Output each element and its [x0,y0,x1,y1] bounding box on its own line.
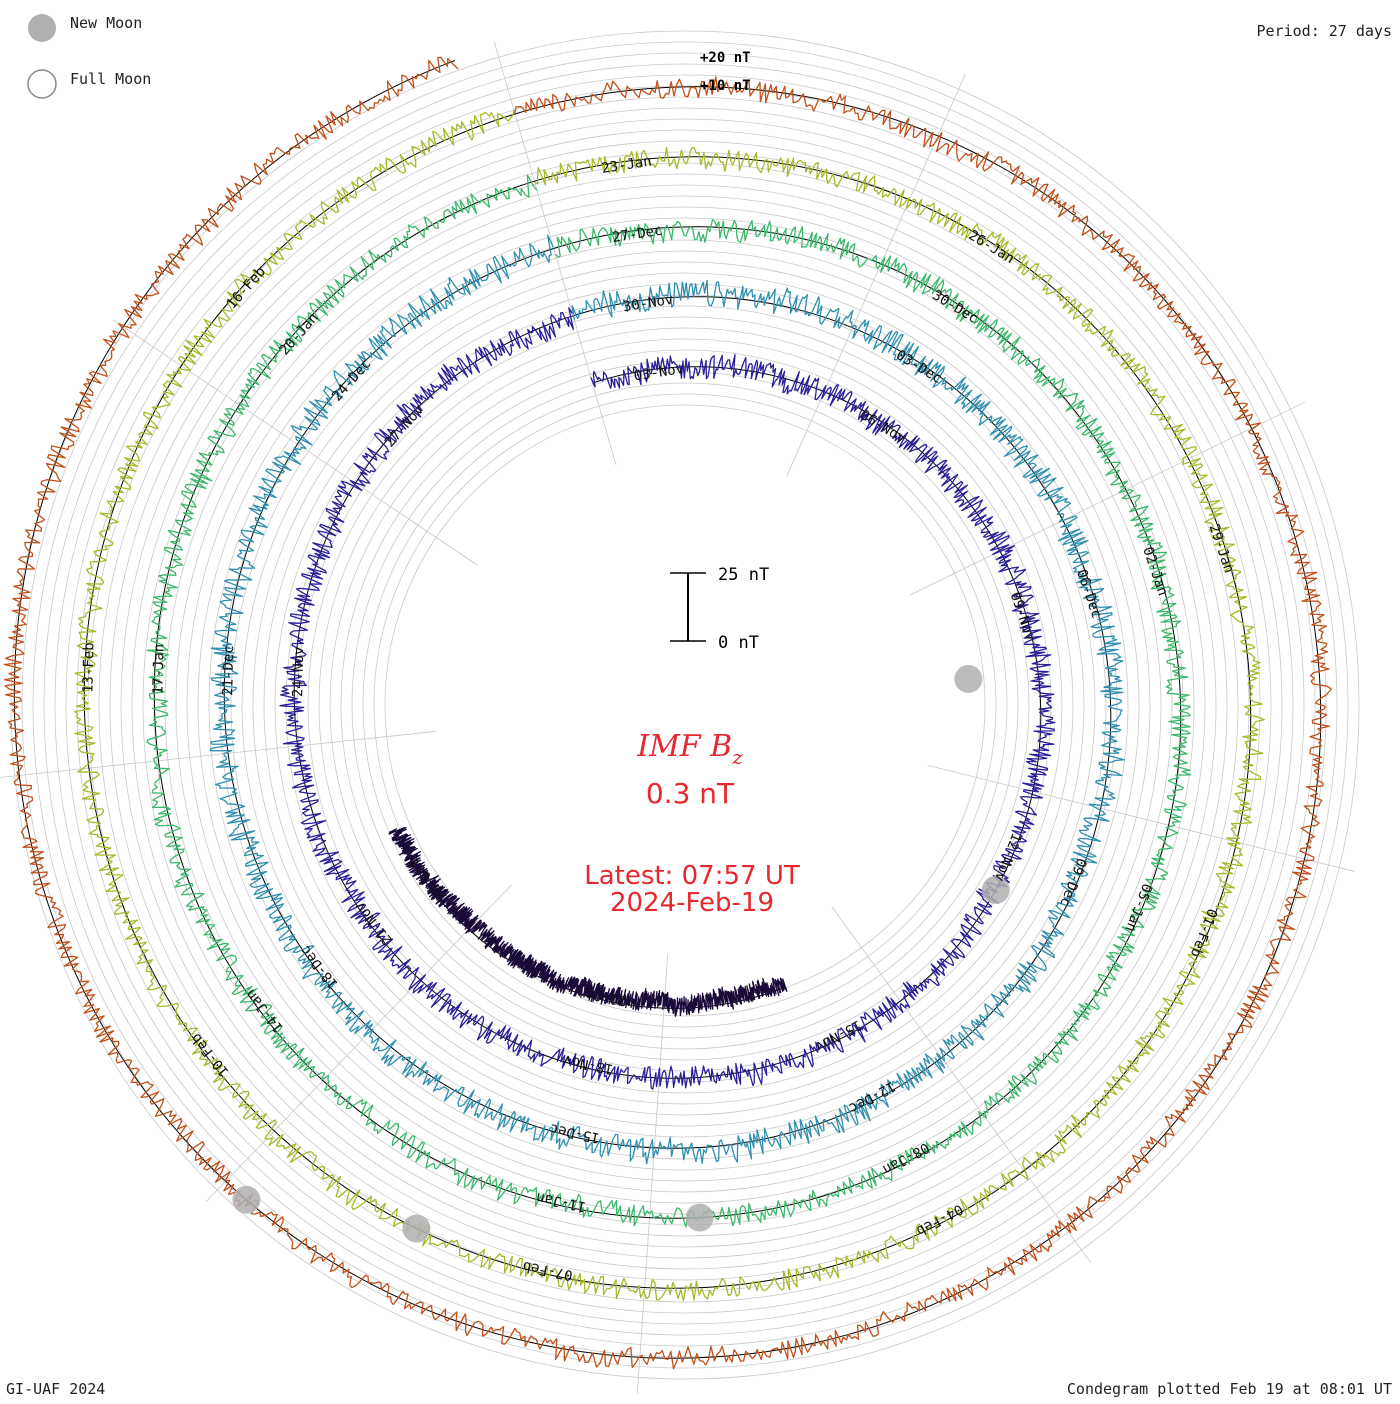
grid-circle [54,74,1316,1336]
date-label: 18-Nov [562,1052,615,1078]
new-moon-legend-icon [28,14,56,42]
period-spoke [493,41,617,465]
trace-5 [74,110,1265,1302]
trace-1 [388,827,788,1017]
grid-circle [362,382,1008,1028]
latest-time: Latest: 07:57 UT [584,861,800,891]
date-label: 17-Jan [150,644,167,695]
period-spoke [927,764,1355,872]
grid-circle [318,338,1052,1072]
center-title-main: IMF B [636,729,732,764]
date-label: 30-Dec [929,287,981,327]
grid-circle [186,206,1184,1204]
date-label: 13-Feb [80,642,97,693]
date-label: 06-Dec [1073,567,1104,620]
bz-traces [3,56,1333,1370]
trace-4 [146,174,1192,1228]
new-moon-marker [685,1203,714,1232]
period-spoke [0,730,437,778]
date-label: 10-Feb [188,1030,232,1079]
trace-3 [209,234,1125,1165]
grid-circle [296,316,1074,1094]
grid-circle [252,272,1118,1138]
date-label: 11-Jan [535,1189,588,1215]
grid-circle [340,360,1030,1050]
grid-circle [10,30,1360,1380]
new-moon-legend-label: New Moon [70,14,142,32]
full-moon-legend-icon [27,69,57,99]
center-title-sub: z [731,745,743,769]
period-label: Period: 27 days [1256,22,1392,40]
new-moon-marker [402,1214,431,1243]
date-label: 27-Dec [611,223,663,247]
trace-2 [279,307,1056,1090]
grid-circle [307,327,1063,1083]
grid-circle [43,63,1327,1347]
scale-bottom-label: 0 nT [718,633,759,653]
moon-markers [232,664,1010,1243]
date-label: 21-Dec [220,645,237,696]
grid-circle [131,151,1239,1259]
grid-circle [120,140,1250,1270]
new-moon-marker [232,1185,261,1214]
date-label: 23-Jan [600,153,652,177]
grid-circle [263,283,1107,1127]
grid-circle [197,217,1173,1193]
period-spoke [112,319,478,566]
grid-circle [109,129,1261,1281]
date-label: 29-Jan [1206,522,1237,575]
grid-circle [241,261,1129,1149]
date-label: 09-Dec [1056,856,1089,909]
date-label: 25-Oct [406,854,450,903]
scale-bar: 25 nT 0 nT [670,565,769,653]
grid-circle [373,393,997,1017]
grid-circle [87,107,1283,1303]
date-label: 07-Feb [521,1258,574,1284]
latest-date: 2024-Feb-19 [610,888,774,918]
new-moon-marker [954,664,983,693]
baseline-5 [83,113,1252,1289]
grid-circle [175,195,1195,1215]
grid-circle [219,239,1151,1171]
date-label: 01-Feb [1187,906,1220,959]
full-moon-legend-label: Full Moon [70,70,151,88]
grid-circle [21,41,1349,1369]
grid-circle [329,349,1041,1061]
grid-circle [208,228,1162,1182]
ring-grid [10,30,1360,1380]
center-title: IMF Bz [636,729,743,769]
date-label: 08-Jan [880,1139,932,1177]
date-label: 30-Nov [622,292,674,316]
new-moon-marker [981,875,1010,904]
period-spokes [0,41,1355,1394]
date-label: 05-Jan [1122,881,1155,934]
scale-top-label: 25 nT [718,565,769,585]
ref-label-top: +20 nT [700,50,751,66]
center-value: 0.3 nT [646,777,735,810]
date-label: 24-Nov [290,646,307,697]
baseline-6 [13,60,1322,1359]
credit-label: GI-UAF 2024 [6,1380,106,1398]
period-spoke [831,906,1092,1264]
date-label: 16-Feb [224,264,269,313]
date-label: 09-Nov [1007,590,1038,643]
period-spoke [636,954,669,1394]
period-spoke [909,401,1306,596]
date-label: 03-Nov [633,361,685,385]
grid-circle [65,85,1305,1325]
grid-circle [76,96,1294,1314]
plotted-label: Condegram plotted Feb 19 at 08:01 UT [1066,1380,1392,1398]
ref-label-second: +10 nT [700,78,751,94]
period-spoke [205,884,512,1202]
trace-6 [3,56,1333,1370]
grid-circle [351,371,1019,1039]
